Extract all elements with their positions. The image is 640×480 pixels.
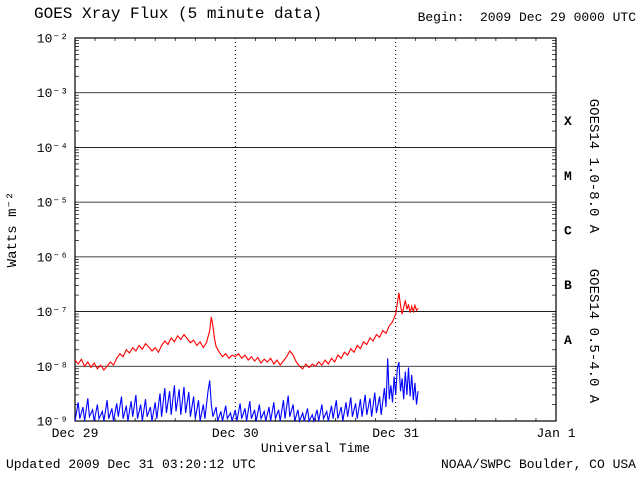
x-tick-label: Dec 30 <box>212 426 259 441</box>
right-axis-label-short: GOES14 0.5-4.0 A <box>585 269 601 404</box>
flux-class-label-A: A <box>564 333 572 348</box>
x-tick-label: Dec 29 <box>52 426 99 441</box>
y-tick-label: 10⁻³ <box>37 86 68 101</box>
flux-class-label-M: M <box>564 169 572 184</box>
y-tick-label: 10⁻⁴ <box>37 141 68 156</box>
y-tick-label: 10⁻² <box>37 32 68 47</box>
begin-timestamp: Begin: 2009 Dec 29 0000 UTC <box>417 10 636 25</box>
plot-frame <box>74 37 557 422</box>
y-tick-label: 10⁻⁶ <box>37 250 68 265</box>
y-tick-label: 10⁻⁵ <box>37 196 68 211</box>
x-axis-title: Universal Time <box>261 441 370 456</box>
y-tick-label: 10⁻⁹ <box>37 415 68 430</box>
series-line-long <box>74 292 419 372</box>
flux-class-label-C: C <box>564 224 572 239</box>
flux-class-label-B: B <box>564 278 572 293</box>
series-line-short <box>74 358 419 424</box>
y-tick-label: 10⁻⁷ <box>37 305 68 320</box>
y-axis-title: Watts m⁻² <box>5 192 21 268</box>
x-tick-label: Jan 1 <box>536 426 575 441</box>
x-tick-label: Dec 31 <box>372 426 419 441</box>
y-tick-label: 10⁻⁸ <box>37 360 68 375</box>
page-title: GOES Xray Flux (5 minute data) <box>34 5 323 23</box>
credit-label: NOAA/SWPC Boulder, CO USA <box>440 457 636 472</box>
flux-class-label-X: X <box>564 114 572 129</box>
right-axis-label-long: GOES14 1.0-8.0 A <box>585 99 601 234</box>
updated-timestamp: Updated 2009 Dec 31 03:20:12 UTC <box>6 457 256 472</box>
